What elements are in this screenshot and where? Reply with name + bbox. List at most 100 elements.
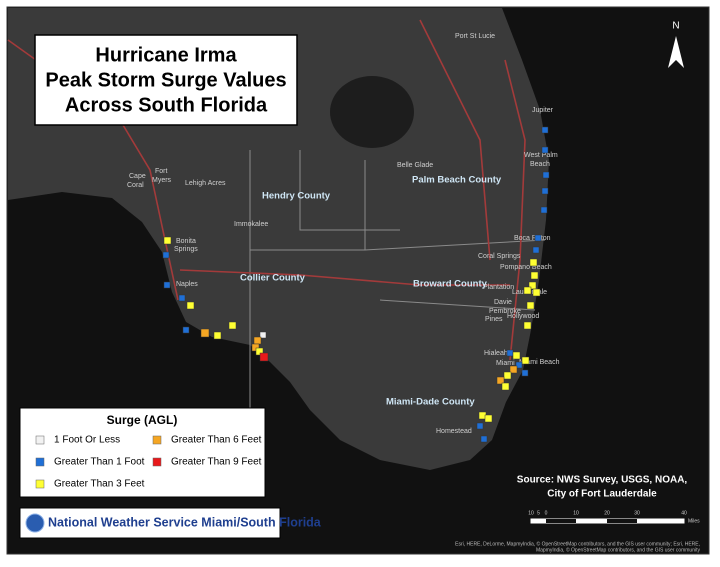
scale-label: 10 [573,510,579,516]
surge-marker [200,328,210,338]
city-label: Port St Lucie [455,33,495,40]
city-label: West Palm [524,152,558,159]
legend-label: Greater Than 3 Feet [54,479,145,490]
surge-marker [163,281,171,289]
city-label: Lehigh Acres [185,180,226,187]
legend-swatch [35,457,45,467]
surge-marker [532,246,540,254]
title-line: Hurricane Irma [95,44,237,66]
surge-marker [532,288,541,297]
city-label: Bonita [176,238,196,245]
city-label: Homestead [436,428,472,435]
city-labels: Port St Lucie Jupiter West Palm Beach Be… [127,33,560,435]
city-label: Jupiter [532,107,554,114]
surge-marker [503,371,512,380]
title-box [34,34,298,126]
city-label: Hialeah [484,350,508,357]
surge-marker [529,258,538,267]
city-label: Myers [152,177,172,184]
city-label: Plantation [483,284,514,291]
nws-logo [25,513,45,533]
footer-box [19,507,281,539]
scale-unit: Miles [688,518,700,524]
surge-marker [484,414,493,423]
scale-label: 5 [537,510,540,516]
north-label: N [672,21,679,32]
county-label: Collier County [240,273,306,284]
surge-marker [534,234,542,242]
surge-marker [530,271,539,280]
legend-label: Greater Than 1 Foot [54,457,145,468]
surge-marker [162,251,170,259]
attribution: Esri, HERE, DeLorme, MapmyIndia, © OpenS… [455,540,700,547]
surge-marker [178,294,186,302]
county-label: Broward County [413,279,488,290]
source-text: City of Fort Lauderdale [547,489,657,500]
surge-marker [163,236,172,245]
legend-swatch [35,435,45,445]
city-label: Immokalee [234,221,268,228]
city-label: Pembroke [489,308,521,315]
scale-label: 10 [528,510,534,516]
legend-label: Greater Than 9 Feet [171,457,262,468]
title-line: Peak Storm Surge Values [45,69,286,91]
lake-okeechobee [330,76,414,148]
city-label: Belle Glade [397,162,433,169]
surge-marker [496,376,505,385]
surge-marker [515,361,523,369]
legend-box [19,407,266,498]
county-label: Hendry County [262,191,331,202]
city-label: Beach [530,161,550,168]
surge-marker [186,301,195,310]
legend-label: 1 Foot Or Less [54,435,120,446]
surge-marker [251,343,260,352]
footer-text: National Weather Service Miami/South Flo… [48,515,322,529]
city-label: Hollywood [507,313,539,320]
city-label: Springs [174,246,198,253]
surge-marker [526,301,535,310]
city-label: Davie [494,299,512,306]
county-label: Palm Beach County [412,175,502,186]
surge-marker [182,326,190,334]
surge-marker [506,349,514,357]
surge-marker [523,286,532,295]
city-label: Fort [155,168,168,175]
surge-marker [509,365,518,374]
city-label: Miami [496,360,515,367]
surge-marker [541,146,549,154]
surge-marker [523,321,532,330]
scale-label: 20 [604,510,610,516]
city-label: Cape [129,173,146,180]
north-arrow [668,36,684,68]
scale-label: 0 [545,510,548,516]
surge-marker [476,422,484,430]
county-labels: Hendry County Palm Beach County Collier … [240,175,502,408]
city-label: Miami Beach [519,359,560,366]
legend-title: Surge (AGL) [107,413,178,427]
county-lines [249,150,546,420]
surge-marker [512,351,521,360]
surge-marker [521,356,530,365]
source-text: Source: NWS Survey, USGS, NOAA, [517,475,688,486]
surge-marker [228,321,237,330]
surge-marker [540,206,548,214]
surge-marker [213,331,222,340]
surge-marker [259,331,267,339]
city-label: Pines [485,316,503,323]
scale-label: 30 [634,510,640,516]
city-label: Pompano Beach [500,264,552,271]
legend-swatch [35,479,45,489]
legend-swatch [152,457,162,467]
legend-swatch [152,435,162,445]
surge-marker [259,352,269,362]
city-label: Coral [127,182,144,189]
legend-items: 1 Foot Or Less Greater Than 1 Foot Greater… [35,435,262,490]
title-line: Across South Florida [65,94,268,116]
legend-label: Greater Than 6 Feet [171,435,262,446]
county-label: Miami-Dade County [386,397,475,408]
surge-marker [480,435,488,443]
city-label: Coral Springs [478,253,521,260]
